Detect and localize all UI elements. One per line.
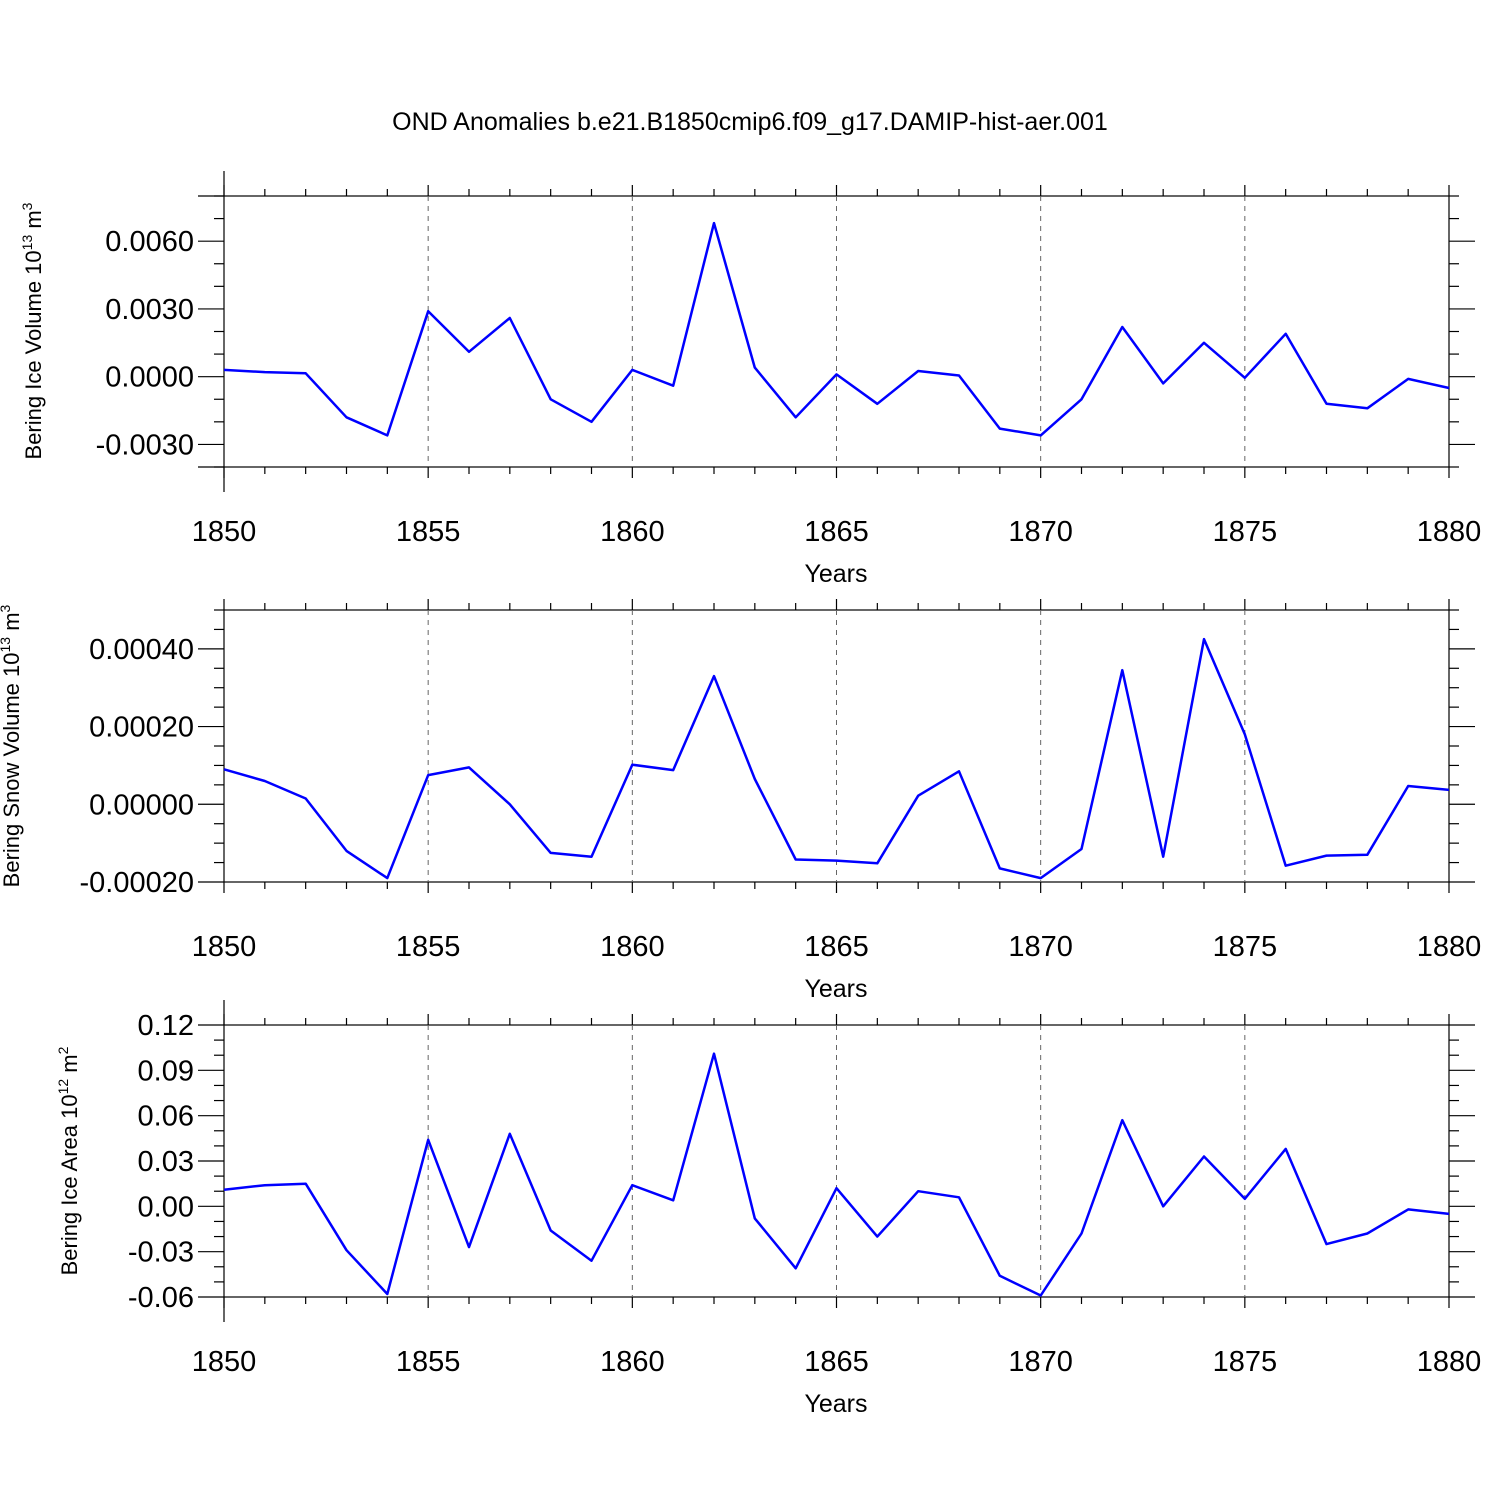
tick-marks [198, 1014, 1475, 1308]
snow-volume-series-line [223, 637, 1450, 880]
x-axis-label: Years [804, 560, 867, 588]
ice-area-series-line [223, 1052, 1450, 1297]
x-tick-label: 1860 [600, 516, 665, 548]
x-tick-label: 1850 [192, 516, 257, 548]
y-tick-label: -0.00020 [80, 867, 195, 899]
x-tick-label: 1850 [192, 1346, 257, 1378]
x-tick-label: 1860 [600, 1346, 665, 1378]
panel-ice-area: 0.120.090.060.030.00-0.03-0.06 1850 1855 1… [55, 1000, 1481, 1418]
gridlines [427, 196, 1246, 467]
ice-volume-series-line [223, 221, 1450, 437]
x-tick-label: 1865 [804, 1346, 869, 1378]
x-tick-label: 1855 [396, 931, 461, 963]
y-tick-label: 0.0030 [105, 294, 194, 326]
x-tick-label: 1875 [1213, 931, 1278, 963]
gridlines [427, 610, 1246, 882]
y-tick-label: 0.0060 [105, 226, 194, 258]
x-tick-labels: 1850 1855 1860 1865 1870 1875 1880 [192, 1346, 1482, 1378]
x-tick-label: 1870 [1008, 1346, 1073, 1378]
x-tick-labels: 1850 1855 1860 1865 1870 1875 1880 [192, 516, 1482, 548]
y-axis-label: Bering Snow Volume 1013 m3 [0, 604, 24, 887]
y-tick-label: 0.0000 [105, 362, 194, 394]
x-tick-label: 1875 [1213, 516, 1278, 548]
x-tick-label: 1855 [396, 516, 461, 548]
y-tick-label: 0.09 [138, 1055, 194, 1087]
x-tick-labels: 1850 1855 1860 1865 1870 1875 1880 [192, 931, 1482, 963]
x-axis-label: Years [804, 975, 867, 1003]
y-tick-label: -0.0030 [96, 429, 194, 461]
y-tick-labels: 0.0060 0.0030 0.0000 -0.0030 [96, 226, 194, 461]
x-tick-label: 1875 [1213, 1346, 1278, 1378]
x-tick-label: 1880 [1417, 931, 1482, 963]
y-tick-labels: 0.00040 0.00020 0.00000 -0.00020 [80, 634, 195, 899]
y-tick-label: -0.06 [128, 1282, 194, 1314]
x-tick-label: 1880 [1417, 1346, 1482, 1378]
y-tick-label: 0.03 [138, 1146, 194, 1178]
y-tick-label: 0.00020 [89, 712, 194, 744]
y-tick-label: 0.00 [138, 1191, 194, 1223]
gridlines [427, 1025, 1246, 1297]
y-tick-labels: 0.12 0.09 0.06 0.03 0.00 -0.03 -0.06 [128, 1010, 194, 1314]
y-axis-label: Bering Ice Volume 1013 m3 [19, 202, 46, 459]
figure-title: OND Anomalies b.e21.B1850cmip6.f09_g17.D… [392, 108, 1108, 136]
x-tick-label: 1870 [1008, 931, 1073, 963]
y-tick-label: 0.00000 [89, 789, 194, 821]
x-tick-label: 1850 [192, 931, 257, 963]
tick-marks [198, 599, 1475, 893]
x-tick-label: 1855 [396, 1346, 461, 1378]
x-tick-label: 1880 [1417, 516, 1482, 548]
x-tick-label: 1860 [600, 931, 665, 963]
tick-marks [198, 185, 1475, 478]
x-axis-label: Years [804, 1390, 867, 1418]
x-tick-label: 1865 [804, 516, 869, 548]
y-tick-label: 0.12 [138, 1010, 194, 1042]
y-tick-label: 0.00040 [89, 634, 194, 666]
x-tick-label: 1870 [1008, 516, 1073, 548]
y-tick-label: 0.06 [138, 1101, 194, 1133]
y-axis-label: Bering Ice Area 1012 m2 [55, 1046, 82, 1275]
x-tick-label: 1865 [804, 931, 869, 963]
y-tick-label: -0.03 [128, 1237, 194, 1269]
